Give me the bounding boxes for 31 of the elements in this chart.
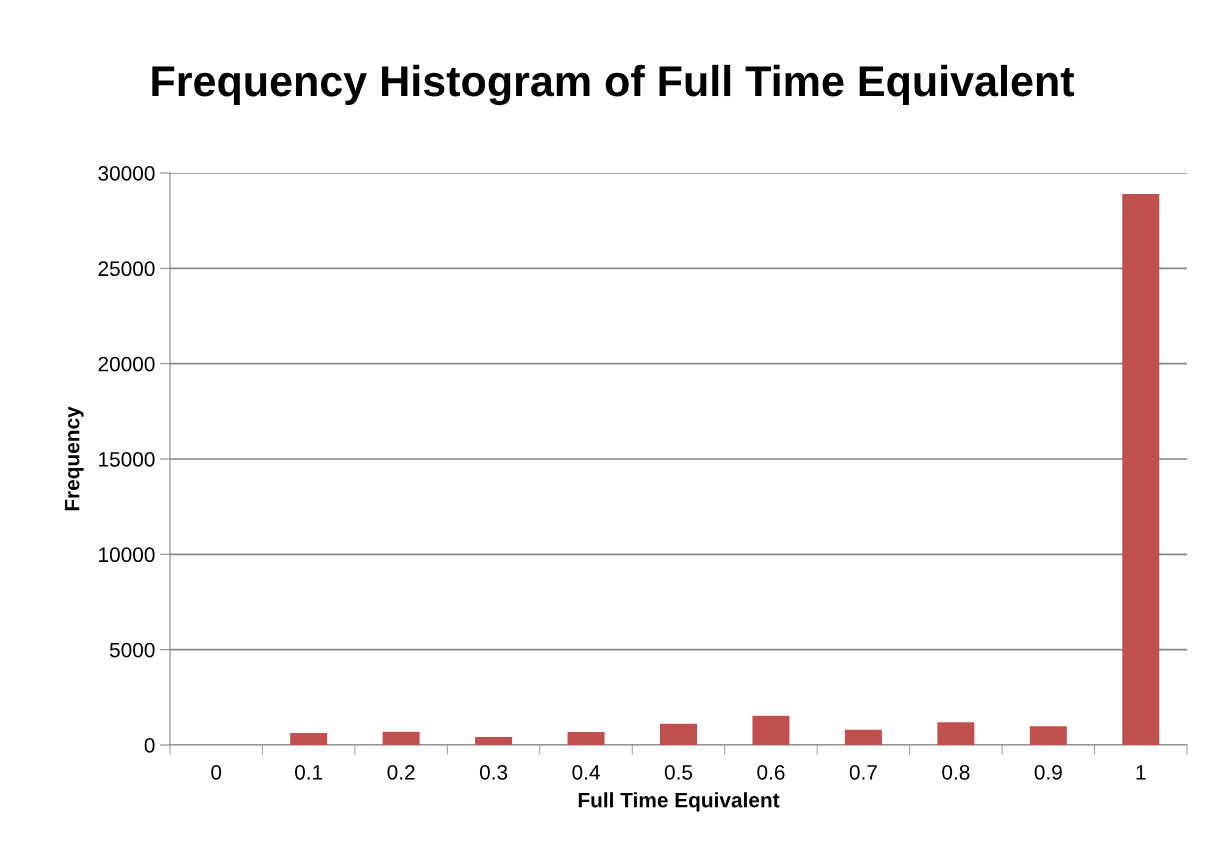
x-tick-label: 0.8 — [942, 764, 970, 780]
bar — [382, 731, 420, 745]
x-tick-label: 0.4 — [572, 764, 600, 780]
bar — [567, 732, 605, 745]
y-axis-title: Frequency — [64, 406, 84, 511]
bar — [660, 723, 697, 745]
x-axis-title: Full Time Equivalent — [578, 792, 780, 812]
y-tick-label: 20000 — [98, 356, 155, 372]
bar — [1122, 193, 1160, 745]
x-tick-label: 0.6 — [757, 764, 785, 780]
bar — [937, 722, 975, 745]
bar — [290, 732, 328, 745]
y-tick-label: 10000 — [99, 547, 155, 563]
x-tick-label: 0.2 — [387, 764, 415, 780]
y-tick-label: 25000 — [98, 261, 155, 277]
x-tick-label: 0.9 — [1034, 764, 1062, 780]
x-tick-label: 0.1 — [295, 764, 323, 780]
bar — [475, 736, 513, 745]
y-tick-label: 15000 — [99, 452, 155, 467]
y-tick-label: 30000 — [98, 166, 155, 181]
x-tick-label: 1 — [1136, 765, 1146, 780]
y-tick-label: 0 — [144, 738, 155, 753]
x-tick-label: 0.5 — [664, 764, 693, 780]
x-tick-label: 0.3 — [479, 764, 508, 780]
bar — [844, 729, 882, 745]
bar — [752, 715, 790, 745]
y-tick-label: 5000 — [109, 642, 155, 658]
chart-title: Frequency Histogram of Full Time Equivalent — [152, 64, 1075, 106]
x-tick-label: 0.7 — [849, 764, 877, 780]
x-tick-label: 0 — [211, 764, 222, 780]
bar — [1029, 726, 1067, 745]
